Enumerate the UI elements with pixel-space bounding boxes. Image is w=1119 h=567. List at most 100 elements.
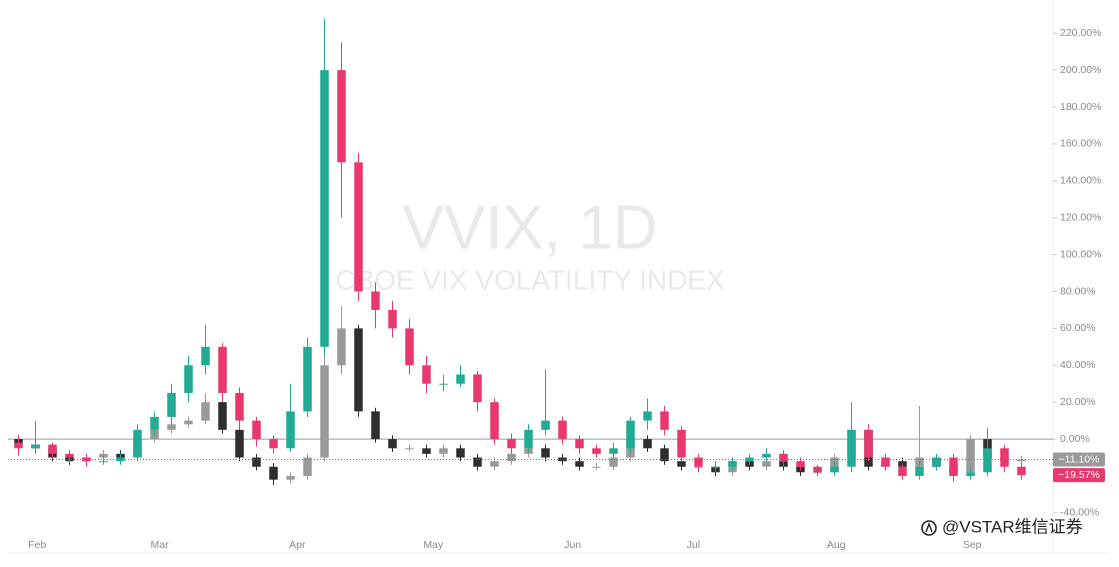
candle-body (660, 411, 669, 430)
candle-body (490, 461, 499, 467)
x-tick-label: Feb (28, 539, 46, 551)
candle-body (762, 453, 771, 458)
y-tick-label: 200.00% (1060, 64, 1101, 76)
x-tick-label: Jun (564, 539, 581, 551)
candle-body (609, 457, 618, 467)
y-tick-label: 100.00% (1060, 248, 1101, 260)
last-value-tag (1053, 452, 1105, 467)
candle-body (235, 392, 244, 421)
candle-body (252, 457, 261, 467)
plot: -40.00%-20.00%0.00%20.00%40.00%60.00%80.… (8, 18, 1105, 551)
candle-body (847, 429, 856, 467)
candle-body (422, 365, 431, 384)
candle-body (99, 461, 108, 463)
y-tick-label: 140.00% (1060, 175, 1101, 187)
candle-body (133, 429, 142, 458)
y-tick-label: 160.00% (1060, 138, 1101, 150)
candle-body (813, 466, 822, 473)
candle-body (218, 402, 227, 430)
candle-body (966, 439, 975, 473)
candle-body (371, 291, 380, 310)
candle-body (1000, 448, 1009, 467)
candle-body (643, 439, 652, 449)
candle-body (184, 420, 193, 425)
candle-body (473, 457, 482, 467)
candle-body (14, 442, 23, 449)
candle-body (405, 448, 414, 450)
candle-body (405, 328, 414, 366)
candle-body (507, 439, 516, 449)
candle-body (184, 365, 193, 393)
candle-body (303, 457, 312, 476)
candle-body (643, 411, 652, 421)
candle-body (320, 365, 329, 458)
watermark-title: VVIX, 1D (403, 193, 658, 262)
candle-body (337, 328, 346, 366)
last-value-label: −19.57% (1058, 469, 1100, 481)
candle-body (626, 420, 635, 449)
candle-body (354, 162, 363, 292)
y-tick-label: 0.00% (1060, 433, 1090, 445)
candle-body (983, 448, 992, 473)
candle-body (354, 328, 363, 412)
y-tick-label: 20.00% (1060, 396, 1096, 408)
candle-body (150, 416, 159, 430)
candle-body (439, 448, 448, 454)
candle-body (337, 70, 346, 163)
footer-text: @VSTAR维信证券 (942, 517, 1083, 536)
candle-body (660, 448, 669, 462)
candle-body (48, 444, 57, 454)
candle-body (320, 70, 329, 347)
x-tick-label: Mar (151, 539, 170, 551)
candle-body (167, 424, 176, 430)
candle-body (677, 461, 686, 467)
y-tick-label: 120.00% (1060, 211, 1101, 223)
candle-body (167, 392, 176, 417)
candle-body (609, 448, 618, 454)
x-tick-label: May (423, 539, 444, 551)
candle-body (490, 402, 499, 440)
x-tick-label: Jul (687, 539, 700, 551)
candle-body (575, 439, 584, 449)
candle-body (388, 309, 397, 329)
candle-body (779, 453, 788, 462)
y-tick-label: 80.00% (1060, 285, 1096, 297)
candle-body (592, 466, 601, 468)
y-tick-label: 220.00% (1060, 27, 1101, 39)
candle-body (116, 457, 125, 462)
last-value-tag (1053, 468, 1105, 483)
candle-body (286, 411, 295, 449)
candle-body (966, 472, 975, 476)
candle-body (235, 429, 244, 458)
candle-body (473, 374, 482, 403)
candle-body (456, 448, 465, 458)
candle-body (694, 457, 703, 467)
watermark-subtitle: CBOE VIX VOLATILITY INDEX (335, 264, 725, 295)
candle-body (201, 402, 210, 421)
candle-body (728, 461, 737, 467)
y-tick-label: -40.00% (1060, 507, 1099, 519)
candle-body (592, 448, 601, 454)
candle-body (915, 466, 924, 476)
candle-body (864, 429, 873, 458)
y-tick-label: 60.00% (1060, 322, 1096, 334)
candle-body (252, 420, 261, 440)
footer-logo (921, 520, 937, 536)
y-tick-label: 40.00% (1060, 359, 1096, 371)
last-value-label: −11.10% (1059, 453, 1100, 465)
candle-body (507, 453, 516, 462)
x-tick-label: Sep (963, 539, 982, 551)
candle-body (677, 429, 686, 458)
candle-body (65, 453, 74, 458)
y-tick-label: 180.00% (1060, 101, 1101, 113)
candle-body (31, 444, 40, 449)
candle-body (303, 346, 312, 412)
candle-body (830, 466, 839, 473)
candle-body (388, 439, 397, 449)
candle-body (762, 461, 771, 467)
candle-body (201, 346, 210, 366)
candle-body (422, 448, 431, 454)
candle-body (269, 466, 278, 480)
